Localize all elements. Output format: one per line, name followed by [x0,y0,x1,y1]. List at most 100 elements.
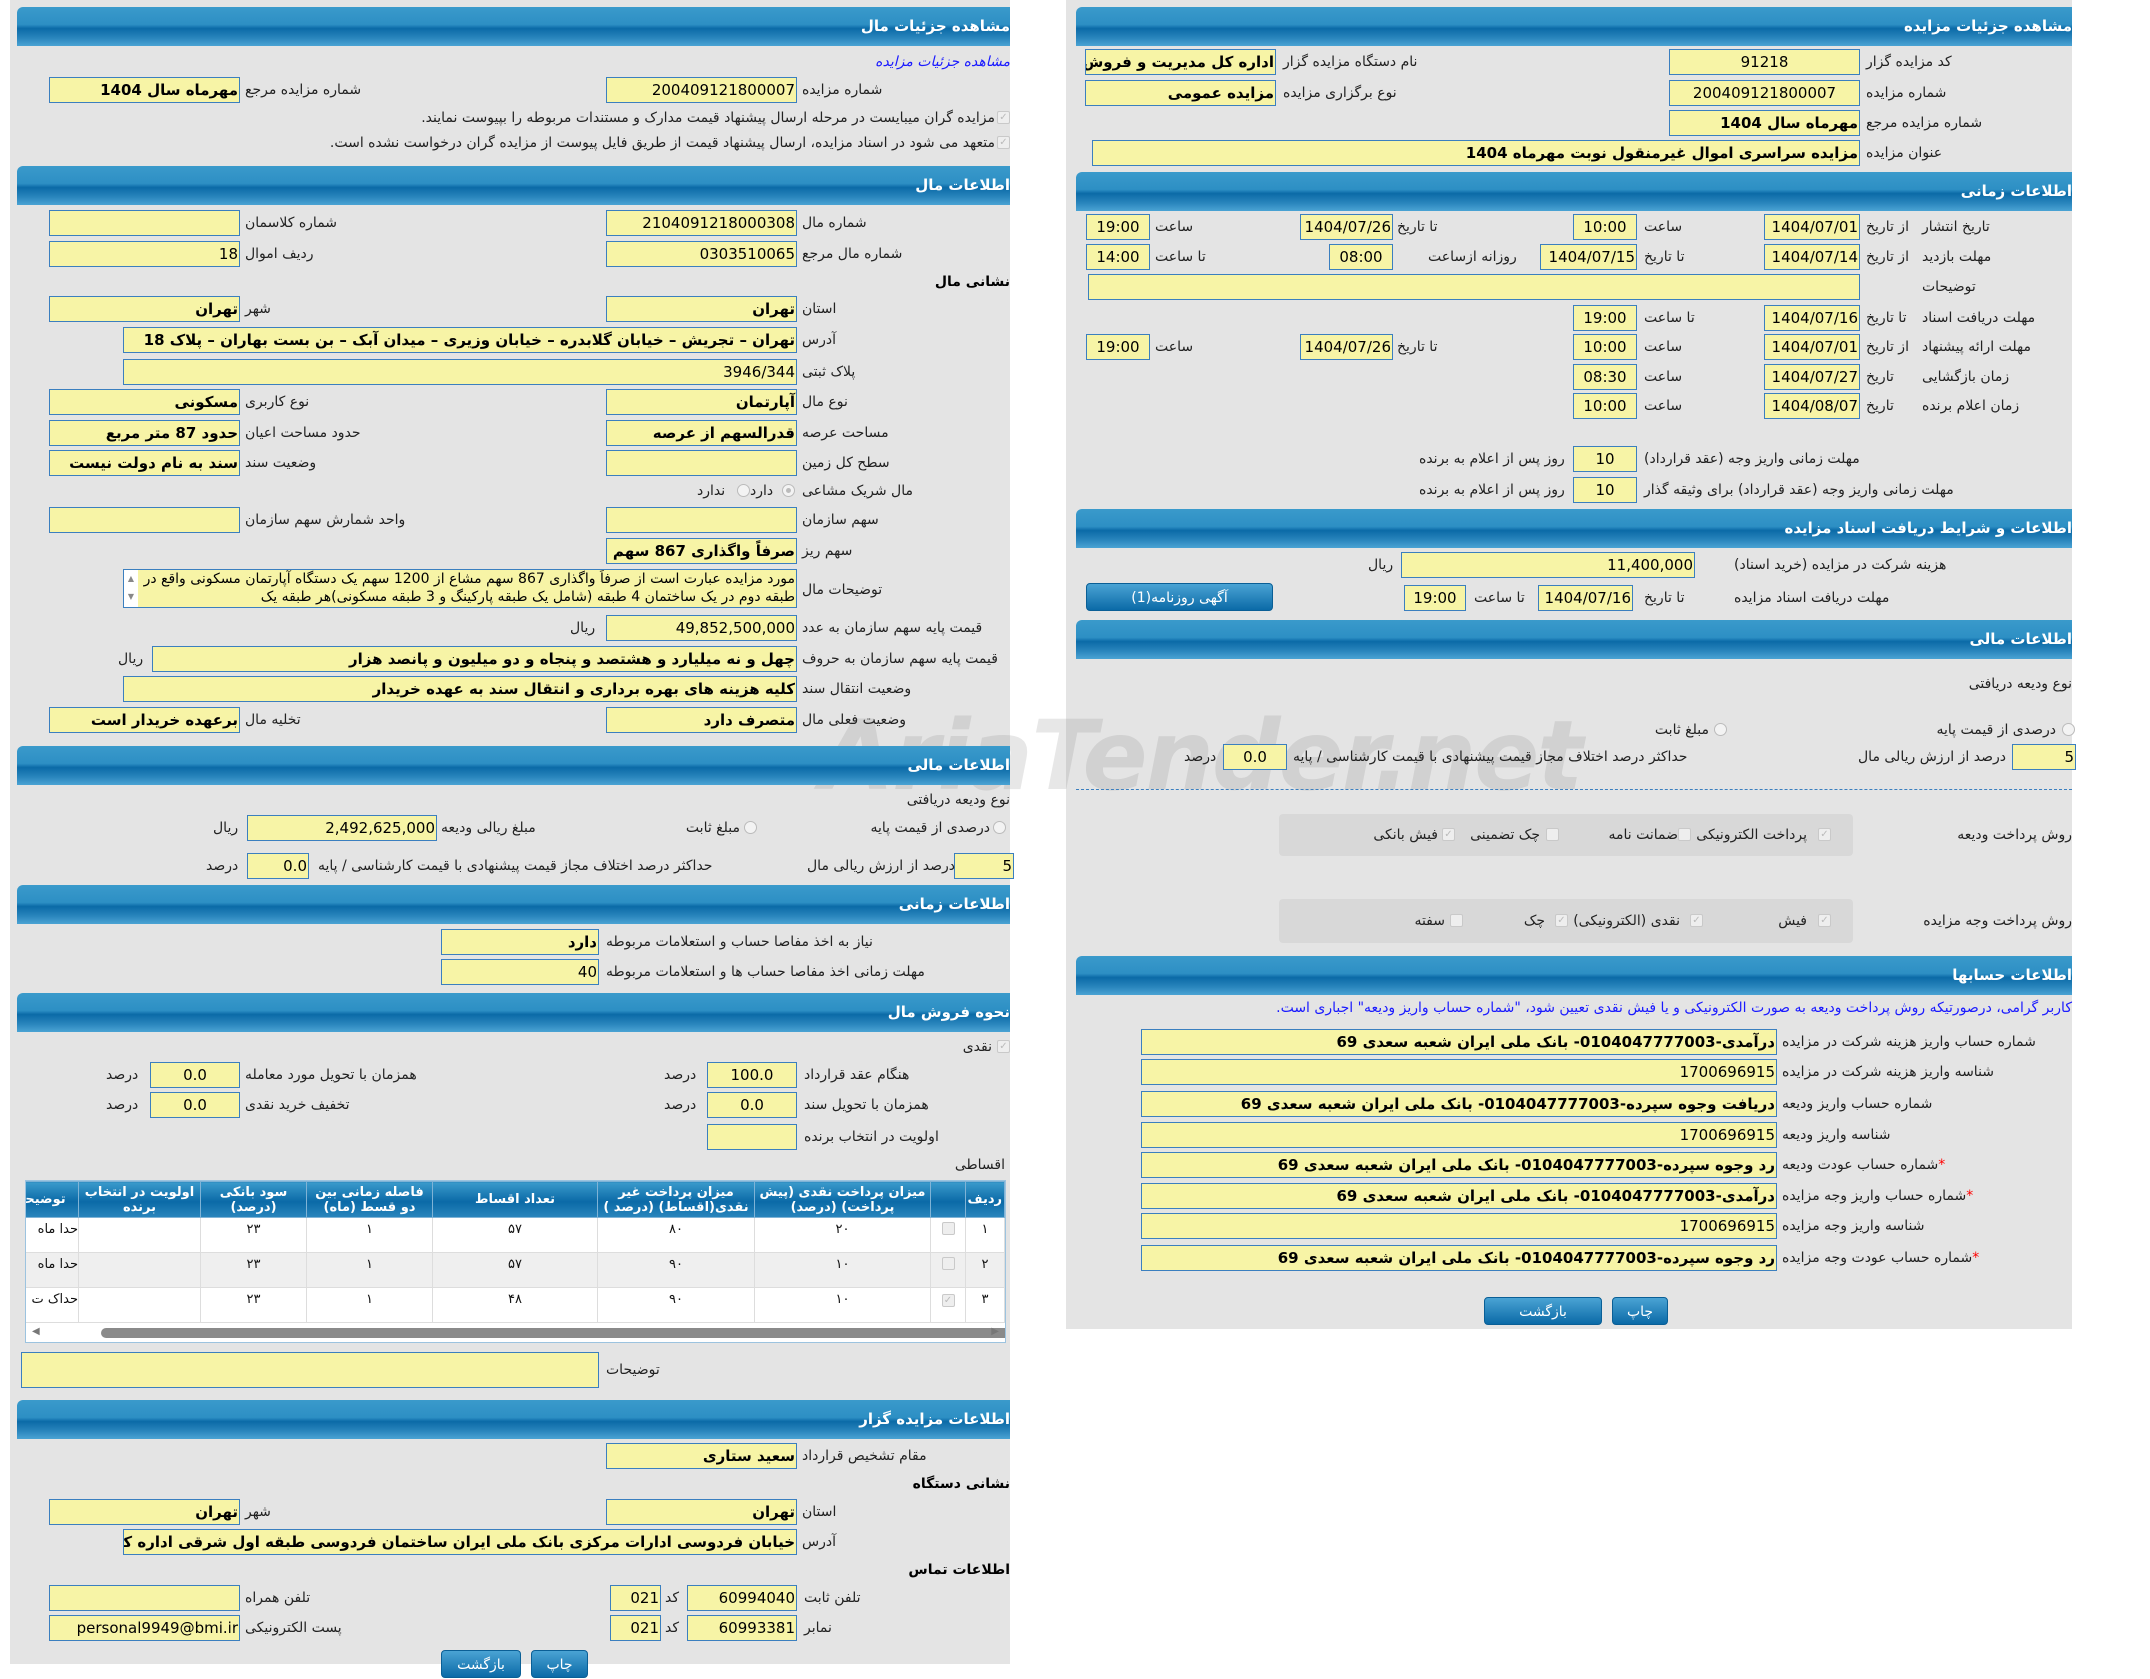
account-field[interactable]: 1700696915 [1141,1059,1777,1085]
land-area-field[interactable]: قدرالسهم از عرصه [606,420,797,446]
account-field[interactable]: 1700696915 [1141,1122,1777,1148]
table-horizontal-scrollbar[interactable]: ◀ ▶ [26,1322,1005,1342]
guarantee-checkbox[interactable] [1678,828,1691,841]
type-field[interactable]: آپارتمان [606,389,797,415]
auction-no-field[interactable]: 200409121800007 [1669,80,1860,106]
winner-date-field[interactable]: 1404/08/07 [1764,393,1860,419]
subject-field[interactable]: مزایده سراسری اموال غیرمنقول نوبت مهرماه… [1092,140,1860,166]
scrollbar-thumb[interactable] [101,1328,1005,1338]
city-field[interactable]: تهران [49,296,240,322]
checkbox-icon[interactable]: ✓ [941,1294,955,1307]
desc-scrollbar[interactable]: ▲ ▼ [124,570,138,607]
class-no-field[interactable] [49,210,240,236]
print-button[interactable]: چاپ [1612,1297,1668,1325]
phone-code-field[interactable]: 021 [610,1585,661,1611]
docs-deadline-time-field[interactable]: 19:00 [1404,585,1466,611]
evac-field[interactable]: برعهده خریدار است [49,707,240,733]
usage-field[interactable]: مسکونی [49,389,240,415]
scroll-right-icon[interactable]: ▶ [991,1326,999,1337]
electronic-payment-checkbox[interactable]: ✓ [1818,828,1831,841]
notes-field[interactable] [21,1352,599,1388]
offer-from-field[interactable]: 1404/07/01 [1764,334,1860,360]
visit-from-field[interactable]: 1404/07/14 [1764,244,1860,270]
auction-no-field[interactable]: 200409121800007 [606,77,797,103]
docs-deadline-date-field[interactable]: 1404/07/16 [1538,585,1633,611]
account-field[interactable]: رد وجوه سپرده-0104047777003- بانک ملی ای… [1141,1245,1777,1271]
account-field[interactable]: دریافت وجوه سپرده-0104047777003- بانک مل… [1141,1091,1777,1117]
org-address-field[interactable]: خیابان فردوسی ادارات مرکزی بانک ملی ایرا… [123,1529,797,1555]
on-delivery-field[interactable]: 0.0 [150,1062,240,1088]
row-field[interactable]: 18 [49,241,240,267]
clearance-time-field[interactable]: 40 [441,959,599,985]
sub-share-field[interactable]: صرفاً واگذاری 867 سهم مشا [606,538,797,564]
clearance-field[interactable]: دارد [441,929,599,955]
org-province-field[interactable]: تهران [606,1499,797,1525]
back-button[interactable]: بازگشت [441,1650,521,1678]
max-diff-field[interactable]: 0.0 [1223,744,1287,770]
cheque-checkbox[interactable] [1546,828,1559,841]
auction-details-link[interactable]: مشاهده جزئیات مزایده [875,54,1010,70]
org-name-field[interactable]: اداره کل مدیریت و فروش اموال [1085,49,1276,75]
address-field[interactable]: تهران – تجریش – خیابان گلابدره – خیابان … [123,327,797,353]
ref-field[interactable]: مهرماه سال 1404 [49,77,240,103]
row-checkbox[interactable]: ✓ [930,1287,966,1323]
docs-to-time-field[interactable]: 19:00 [1573,305,1637,331]
email-field[interactable]: personal9949@bmi.ir [49,1615,240,1641]
publish-from-time-field[interactable]: 10:00 [1573,214,1637,240]
total-land-field[interactable] [606,450,797,476]
publish-to-time-field[interactable]: 19:00 [1086,214,1150,240]
pct-value-field[interactable]: 5 [2012,744,2076,770]
checkbox-icon[interactable] [941,1222,955,1235]
offer-to-field[interactable]: 1404/07/26 [1300,334,1393,360]
mobile-field[interactable] [49,1585,240,1611]
time-desc-field[interactable] [1088,274,1860,300]
province-field[interactable]: تهران [606,296,797,322]
opening-time-field[interactable]: 08:30 [1573,364,1637,390]
transfer-field[interactable]: کلیه هزینه های بهره برداری و انتقال سند … [123,676,797,702]
newspaper-ad-button[interactable]: آگهی روزنامه(1) [1086,583,1273,611]
offer-to-time-field[interactable]: 19:00 [1086,334,1150,360]
visit-to-time-field[interactable]: 14:00 [1086,244,1150,270]
max-diff-field[interactable]: 0.0 [247,853,309,879]
item-ref-field[interactable]: 0303510065 [606,241,797,267]
fixed-radio[interactable] [1714,723,1727,736]
pct-value-field[interactable]: 5 [954,853,1014,879]
scroll-left-icon[interactable]: ◀ [32,1326,40,1337]
winner-time-field[interactable]: 10:00 [1573,393,1637,419]
account-field[interactable]: 1700696915 [1141,1213,1777,1239]
kind-field[interactable]: مزایده عمومی [1085,80,1276,106]
price-num-field[interactable]: 49,852,500,000 [606,615,797,641]
plate-field[interactable]: 3946/344 [123,359,797,385]
desc-textarea[interactable]: مورد مزایده عبارت است از صرفاً واگذاری 8… [123,569,797,608]
deposit-amount-field[interactable]: 2,492,625,000 [247,815,437,841]
offer-from-time-field[interactable]: 10:00 [1573,334,1637,360]
deed-field[interactable]: سند به نام دولت نیست [49,450,240,476]
price-words-field[interactable]: چهل و نه میلیارد و هشتصد و پنجاه و دو می… [152,646,797,672]
on-deed-field[interactable]: 0.0 [707,1092,797,1118]
visit-daily-from-field[interactable]: 08:00 [1329,244,1393,270]
org-city-field[interactable]: تهران [49,1499,240,1525]
on-contract-field[interactable]: 100.0 [707,1062,797,1088]
item-no-field[interactable]: 2104091218000308 [606,210,797,236]
cheque-checkbox[interactable]: ✓ [1555,914,1568,927]
slip-checkbox[interactable]: ✓ [1818,914,1831,927]
back-button[interactable]: بازگشت [1484,1297,1602,1325]
pct-base-radio[interactable] [2062,723,2075,736]
partner-no-radio[interactable] [737,484,750,497]
bank-slip-checkbox[interactable]: ✓ [1442,828,1455,841]
pct-base-radio[interactable] [993,821,1006,834]
fixed-radio[interactable] [744,821,757,834]
priority-field[interactable] [707,1124,797,1150]
org-share-field[interactable] [606,507,797,533]
account-field[interactable]: درآمدی-0104047777003- بانک ملی ایران شعب… [1141,1029,1777,1055]
publish-from-field[interactable]: 1404/07/01 [1764,214,1860,240]
promissory-checkbox[interactable] [1450,914,1463,927]
visit-to-field[interactable]: 1404/07/15 [1540,244,1637,270]
print-button[interactable]: چاپ [531,1650,588,1678]
status-field[interactable]: متصرف دارد [606,707,797,733]
pay-deadline-field[interactable]: 10 [1573,446,1637,472]
note2-checkbox[interactable]: ✓ [997,136,1010,149]
cash-checkbox[interactable]: ✓ [997,1040,1010,1053]
docs-to-field[interactable]: 1404/07/16 [1764,305,1860,331]
ref-field[interactable]: مهرماه سال 1404 [1669,110,1860,136]
